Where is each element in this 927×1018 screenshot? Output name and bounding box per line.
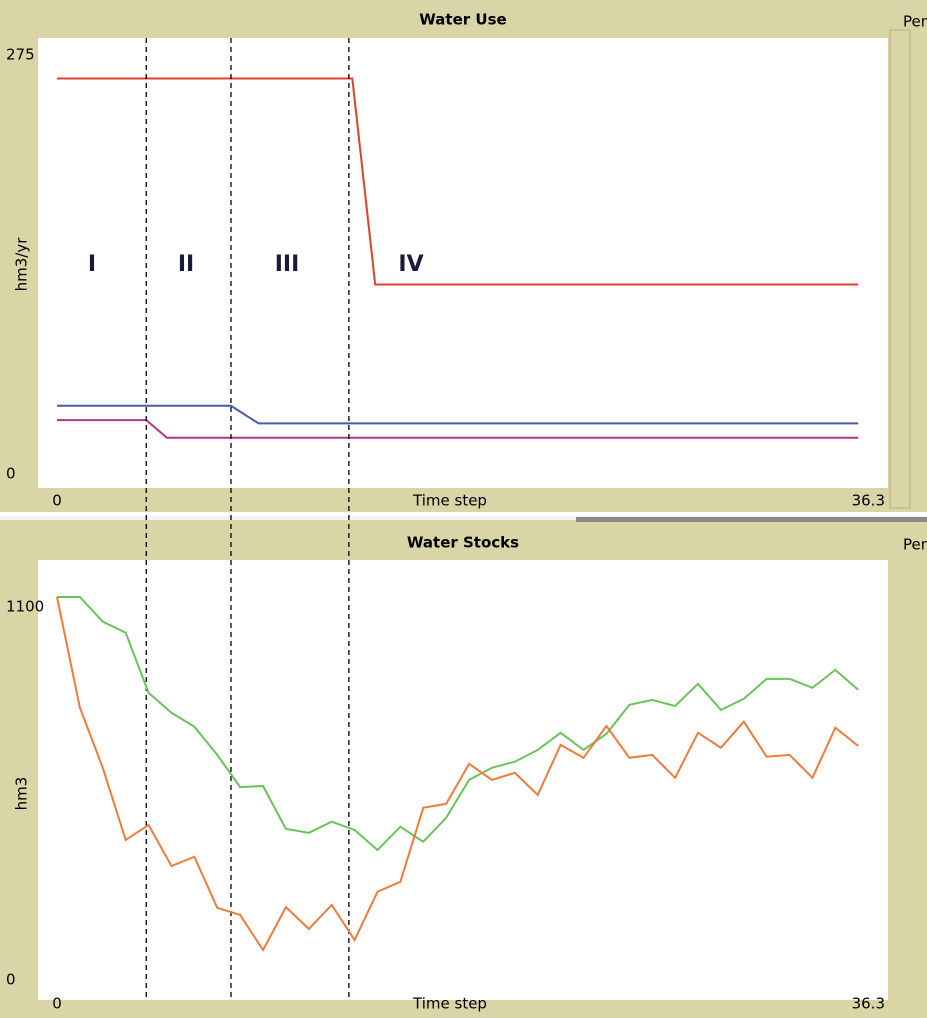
separator xyxy=(0,516,927,520)
legend-frame xyxy=(889,29,911,509)
legend-title: Pen xyxy=(903,13,927,31)
plot-area xyxy=(38,38,888,488)
series-line xyxy=(57,419,859,439)
x-tick-label: 0 xyxy=(52,995,62,1013)
x-tick-label: 36.3 xyxy=(852,492,885,510)
y-tick-label: 0 xyxy=(6,971,16,989)
y-axis-label: hm3/yr xyxy=(13,237,31,292)
series-line xyxy=(57,404,859,425)
region-label: IV xyxy=(398,252,423,277)
x-axis-label: Time step xyxy=(412,492,487,510)
y-tick-label: 1100 xyxy=(6,598,44,616)
region-label: III xyxy=(275,252,300,277)
y-tick-label: 275 xyxy=(6,46,35,64)
chart-title: Water Use xyxy=(419,11,506,29)
y-tick-label: 0 xyxy=(6,465,16,483)
y-axis-label: hm3 xyxy=(13,777,31,811)
x-tick-label: 36.3 xyxy=(852,995,885,1013)
series-line xyxy=(57,77,859,286)
x-axis-label: Time step xyxy=(412,995,487,1013)
plot-area xyxy=(38,560,888,1000)
series-line xyxy=(56,596,859,952)
separator xyxy=(0,512,927,516)
scroll-thumb xyxy=(576,517,927,522)
legend-title: Pen xyxy=(903,536,927,554)
x-tick-label: 0 xyxy=(52,492,62,510)
region-label: I xyxy=(88,252,96,277)
chart-title: Water Stocks xyxy=(407,534,519,552)
region-label: II xyxy=(178,252,194,277)
series-line xyxy=(57,596,859,852)
